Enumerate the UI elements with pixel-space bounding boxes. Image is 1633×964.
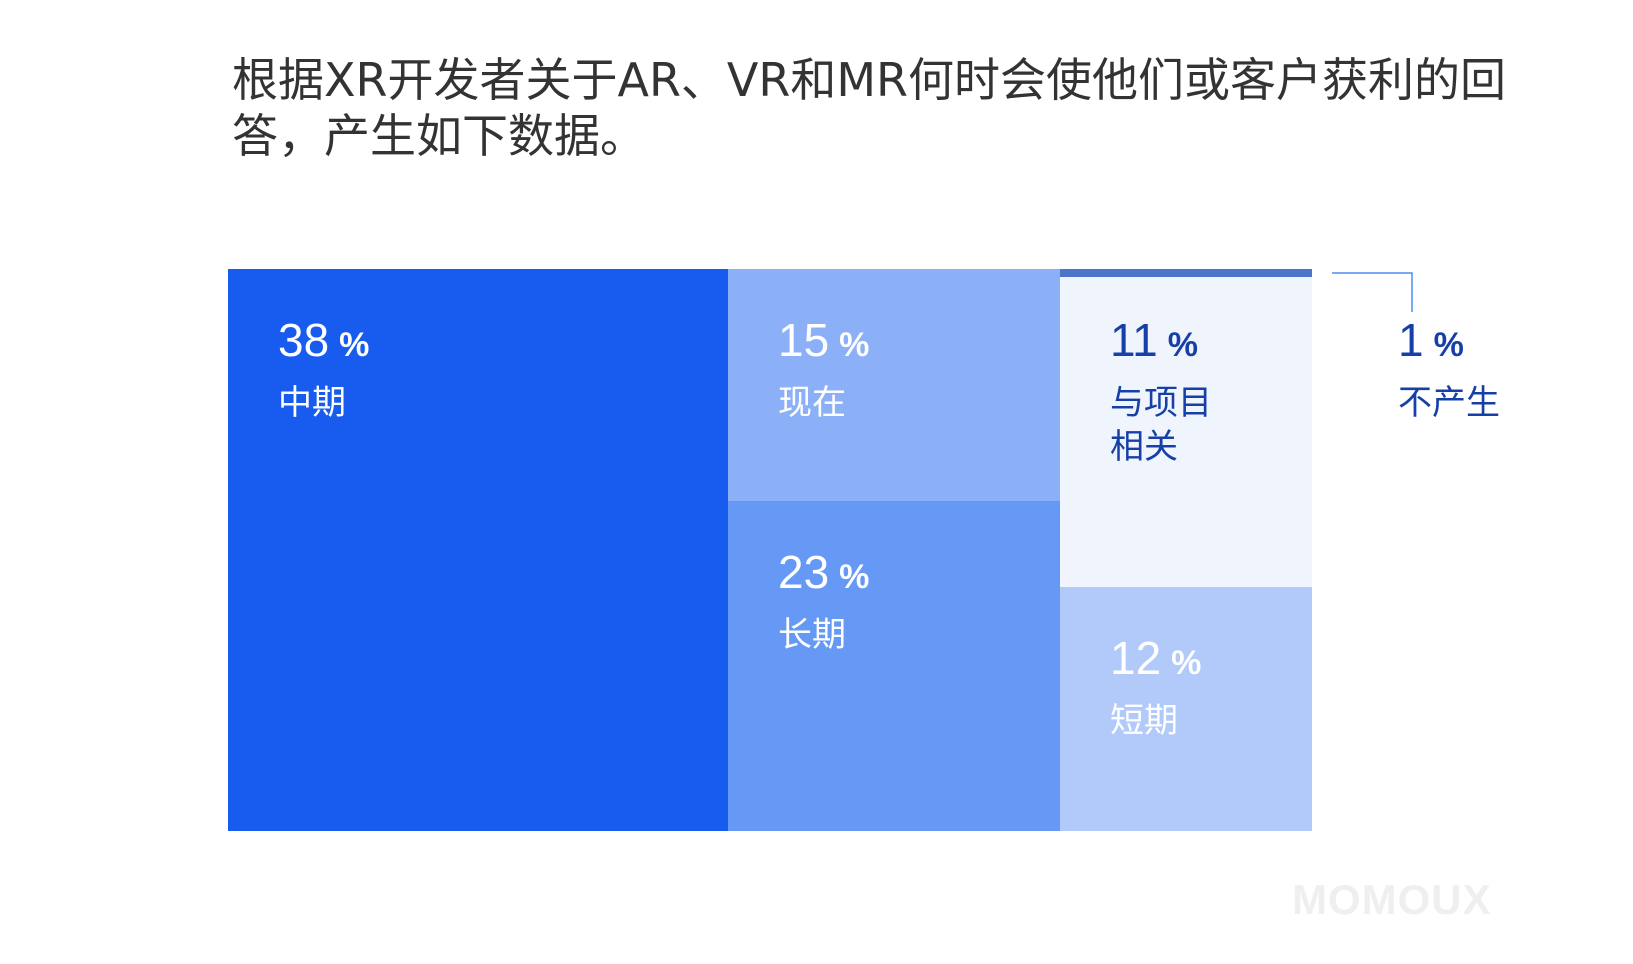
segment-6-callout-line [1332,272,1413,312]
chart-title: 根据XR开发者关于AR、VR和MR何时会使他们或客户获利的回答，产生如下数据。 [232,53,1506,163]
segment-2-number: 15 [778,314,829,366]
segment-5-number: 12 [1110,632,1161,684]
segment-3-tile [728,501,1060,831]
segment-3-number: 23 [778,546,829,598]
segment-5-unit: % [1171,644,1201,682]
watermark-logo: MOMOUX [1292,876,1492,923]
segment-1-unit: % [339,326,369,364]
segment-4-label-line-1: 与项目 [1110,383,1212,423]
segment-5-label: 短期 [1110,701,1178,741]
segment-6-number: 1 [1398,314,1424,366]
segment-2-tile [728,269,1060,501]
segment-6-label: 不产生 [1398,383,1500,423]
segment-4-tile [1060,269,1312,587]
segment-4-value: 11% [1110,314,1198,366]
segment-3-unit: % [839,558,869,596]
segment-6-unit: % [1434,326,1464,364]
segment-2-value: 15% [778,314,869,366]
segment-3-value: 23% [778,546,869,598]
segment-2-label: 现在 [778,383,846,423]
segment-6-tile [1060,269,1312,277]
segment-4-number: 11 [1110,314,1158,366]
segment-4-unit: % [1168,326,1198,364]
segment-1-value: 38% [278,314,369,366]
segment-4-label-line-2: 相关 [1110,427,1178,467]
segment-5-value: 12% [1110,632,1201,684]
segment-1-number: 38 [278,314,329,366]
segment-5-tile [1060,587,1312,831]
segment-1-tile [228,269,728,831]
segment-2-unit: % [839,326,869,364]
segment-6-value: 1% [1398,314,1464,366]
segment-3-label: 长期 [778,615,846,655]
segment-1-label: 中期 [278,383,346,423]
